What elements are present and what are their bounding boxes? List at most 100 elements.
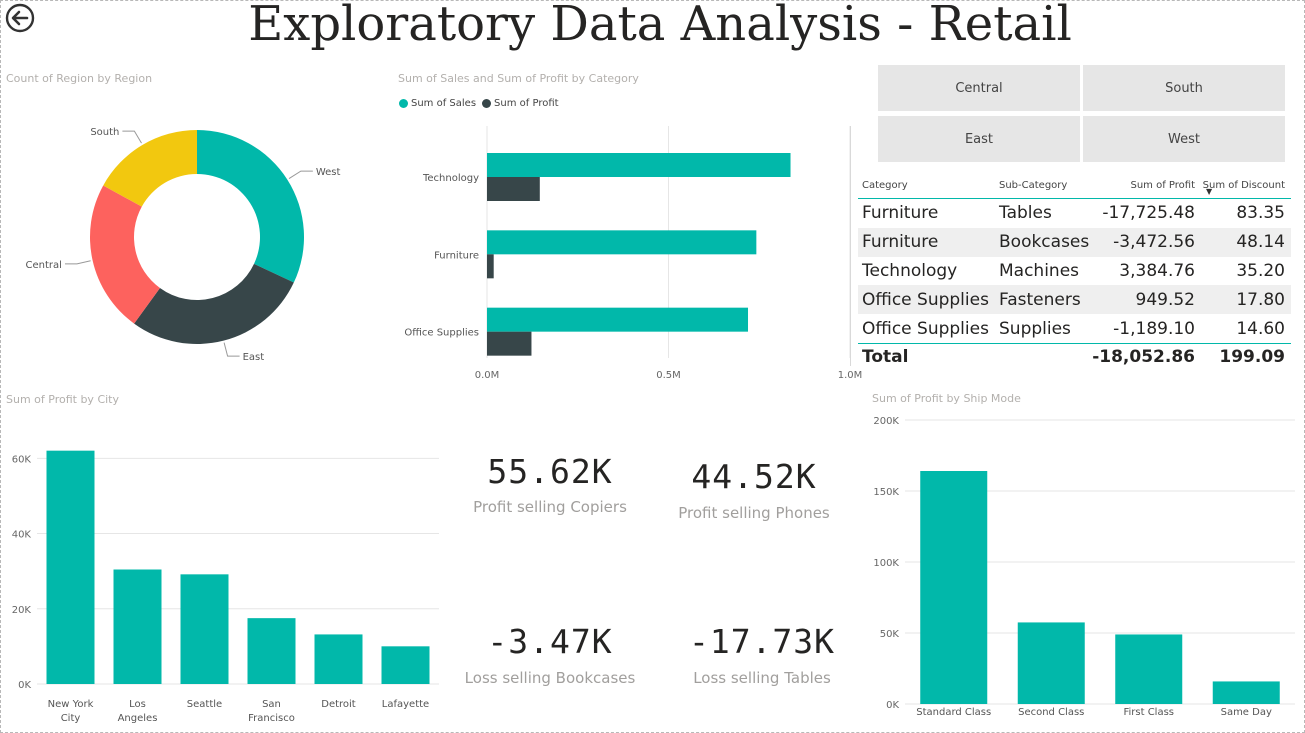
category-bar-sales[interactable] xyxy=(487,307,749,332)
shipmode-x-label: First Class xyxy=(1123,707,1174,718)
cell-category: Technology xyxy=(862,260,958,281)
cell-profit: 3,384.76 xyxy=(1119,260,1195,281)
shipmode-x-label: Second Class xyxy=(1018,707,1084,718)
category-bar-sales[interactable] xyxy=(487,153,791,177)
total-profit: -18,052.86 xyxy=(1092,346,1195,367)
shipmode-x-label: Standard Class xyxy=(916,707,991,718)
cell-sub-category: Supplies xyxy=(999,318,1071,339)
shipmode-bar[interactable] xyxy=(1212,681,1280,704)
category-x-tick: 1.0M xyxy=(838,370,863,381)
category-bar-profit[interactable] xyxy=(487,177,540,201)
slicer-south[interactable]: South xyxy=(1083,65,1285,111)
cell-sub-category: Machines xyxy=(999,260,1080,281)
city-chart-title: Sum of Profit by City xyxy=(6,393,120,406)
donut-leader-line xyxy=(223,342,240,357)
category-bar-chart[interactable]: 0.0M 0.5M 1.0M Technology Furniture Office Su… xyxy=(395,120,865,388)
category-bar-profit[interactable] xyxy=(487,331,532,356)
city-y-tick: 0K xyxy=(18,680,31,691)
city-bar[interactable] xyxy=(314,634,363,684)
city-x-label: Angeles xyxy=(118,713,158,724)
donut-slice-central[interactable] xyxy=(90,185,160,324)
cell-discount: 14.60 xyxy=(1236,318,1285,339)
shipmode-y-tick: 50K xyxy=(880,629,900,640)
cell-profit: -17,725.48 xyxy=(1102,203,1195,224)
back-arrow-icon[interactable] xyxy=(5,3,35,33)
kpi-bookcases-value: -3.47K xyxy=(487,622,613,661)
cell-profit: 949.52 xyxy=(1135,289,1195,310)
header-category[interactable]: Category xyxy=(862,180,908,191)
shipmode-y-tick: 150K xyxy=(873,487,899,498)
kpi-copiers-label: Profit selling Copiers xyxy=(473,498,627,516)
kpi-tables-value: -17.73K xyxy=(688,622,836,661)
slicer-central[interactable]: Central xyxy=(878,65,1080,111)
city-bar[interactable] xyxy=(113,569,162,684)
kpi-phones-label: Profit selling Phones xyxy=(678,504,830,522)
header-sub-category[interactable]: Sub-Category xyxy=(999,180,1068,191)
total-discount: 199.09 xyxy=(1219,346,1285,367)
shipmode-bar[interactable] xyxy=(1115,634,1183,704)
table-row: Office Supplies Fasteners 949.52 17.80 xyxy=(858,285,1291,315)
category-bar-sales[interactable] xyxy=(487,230,757,255)
city-x-label: Francisco xyxy=(248,713,295,724)
donut-label-east: East xyxy=(243,352,265,363)
city-x-label: New York xyxy=(48,699,94,710)
donut-label-south: South xyxy=(90,127,119,138)
cell-sub-category: Fasteners xyxy=(999,289,1081,310)
city-x-label: Detroit xyxy=(321,699,356,710)
category-y-label: Furniture xyxy=(434,250,479,261)
category-y-label: Technology xyxy=(422,173,479,184)
shipmode-profit-bar-chart[interactable]: 0K 50K 100K 150K 200K Standard Class Second Cl… xyxy=(855,408,1300,730)
donut-slice-west[interactable] xyxy=(197,130,304,283)
table-row: Office Supplies Supplies -1,189.10 14.60 xyxy=(858,314,1291,343)
legend-sales-dot xyxy=(399,99,408,108)
donut-slice-east[interactable] xyxy=(134,263,294,344)
donut-slice-south[interactable] xyxy=(103,130,197,207)
profit-discount-table: Category Sub-Category Sum of Profit Sum … xyxy=(858,173,1291,370)
cell-discount: 35.20 xyxy=(1236,260,1285,281)
city-x-label: Lafayette xyxy=(382,699,429,710)
table-row: Furniture Bookcases -3,472.56 48.14 xyxy=(858,227,1291,257)
city-x-label: San xyxy=(262,699,281,710)
city-y-tick: 60K xyxy=(12,454,32,465)
category-y-label: Office Supplies xyxy=(404,328,479,339)
shipmode-y-tick: 0K xyxy=(886,700,899,711)
category-x-tick: 0.5M xyxy=(656,370,681,381)
header-sum-of-discount[interactable]: Sum of Discount xyxy=(1202,180,1285,191)
slicer-west[interactable]: West xyxy=(1083,116,1285,162)
shipmode-y-tick: 200K xyxy=(873,416,899,427)
cell-sub-category: Bookcases xyxy=(999,232,1090,253)
category-bar-profit[interactable] xyxy=(487,254,494,279)
shipmode-chart-title: Sum of Profit by Ship Mode xyxy=(872,392,1021,405)
city-bar[interactable] xyxy=(180,574,229,684)
header-sum-of-profit[interactable]: Sum of Profit xyxy=(1130,180,1195,191)
city-bar[interactable] xyxy=(247,618,296,684)
donut-label-central: Central xyxy=(26,260,62,271)
slicer-east[interactable]: East xyxy=(878,116,1080,162)
shipmode-bar[interactable] xyxy=(920,470,988,704)
legend-sales-label: Sum of Sales xyxy=(411,98,477,109)
donut-title: Count of Region by Region xyxy=(6,72,153,85)
cell-discount: 17.80 xyxy=(1236,289,1285,310)
city-profit-bar-chart[interactable]: 0K 20K 40K 60K New York City Los Angeles Seattle… xyxy=(0,420,450,730)
donut-leader-line xyxy=(64,260,91,265)
cell-category: Furniture xyxy=(862,203,939,224)
total-label: Total xyxy=(862,346,909,367)
kpi-copiers-value: 55.62K xyxy=(487,452,613,491)
shipmode-x-label: Same Day xyxy=(1221,707,1272,718)
table-row: Technology Machines 3,384.76 35.20 xyxy=(858,257,1291,286)
table-row: Furniture Tables -17,725.48 83.35 xyxy=(858,199,1291,228)
city-bar[interactable] xyxy=(46,450,95,684)
city-y-tick: 20K xyxy=(12,605,32,616)
category-chart-title: Sum of Sales and Sum of Profit by Catego… xyxy=(398,72,639,85)
category-chart-legend: Sum of Sales Sum of Profit xyxy=(399,98,559,109)
donut-leader-line xyxy=(122,130,142,144)
category-x-tick: 0.0M xyxy=(475,370,500,381)
shipmode-y-tick: 100K xyxy=(873,558,899,569)
legend-profit-dot xyxy=(482,99,492,108)
table-total-row: Total -18,052.86 199.09 xyxy=(858,342,1291,370)
city-bar[interactable] xyxy=(381,646,430,684)
cell-discount: 48.14 xyxy=(1236,232,1285,253)
city-y-tick: 40K xyxy=(12,530,32,541)
shipmode-bar[interactable] xyxy=(1017,622,1085,704)
region-donut-chart[interactable]: West East Central South xyxy=(0,90,390,390)
